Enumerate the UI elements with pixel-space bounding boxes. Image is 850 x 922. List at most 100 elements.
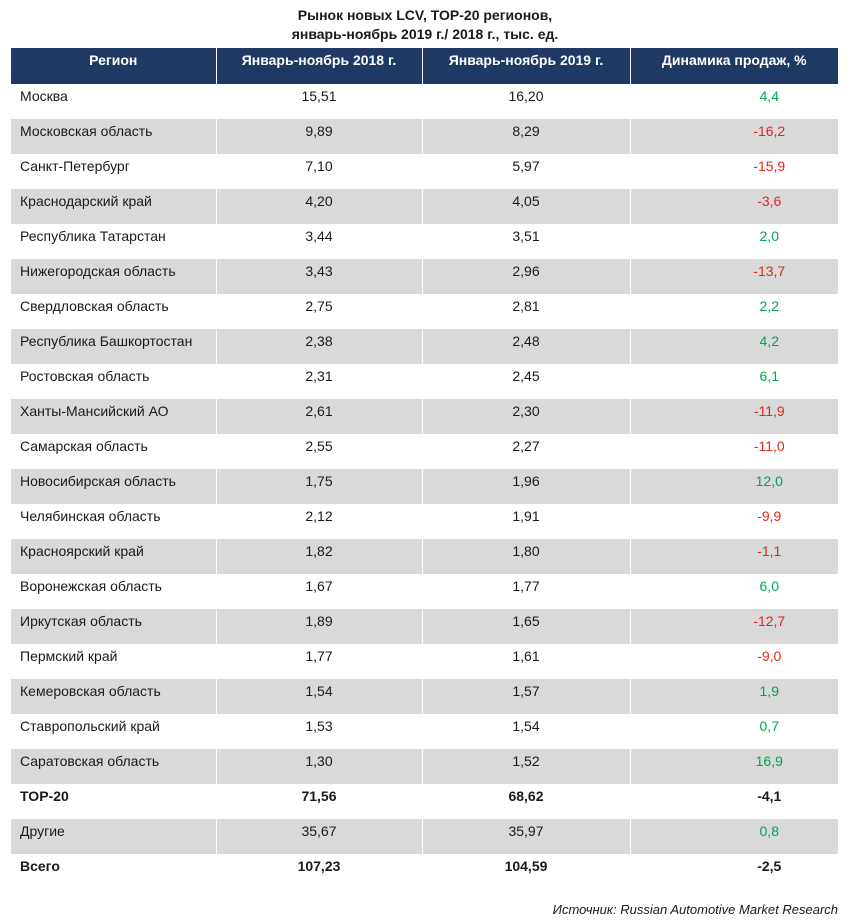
table-row: Пермский край 1,77 1,61 -9,0: [11, 644, 838, 679]
cell-region: Воронежская область: [20, 578, 162, 594]
cell-region: Иркутская область: [11, 609, 216, 644]
cell-2018: 71,56: [215, 784, 422, 819]
table-row: Ростовская область 2,31 2,45 6,1: [11, 364, 838, 399]
table-row: Свердловская область 2,75 2,81 2,2: [11, 294, 838, 329]
table-title: Рынок новых LCV, TOP-20 регионов, январь…: [0, 6, 850, 44]
cell-2018: 4,20: [215, 189, 422, 224]
table-row: TOP-20 71,56 68,62 -4,1: [11, 784, 838, 819]
cell-2019: 1,57: [421, 679, 630, 714]
cell-2019: 1,65: [421, 609, 630, 644]
cell-dynamics: 2,2: [629, 294, 838, 329]
cell-dynamics: -16,2: [629, 119, 838, 154]
cell-2018: 2,75: [215, 294, 422, 329]
cell-region: Пермский край: [20, 648, 118, 664]
cell-2019: 1,91: [421, 504, 630, 539]
cell-region: Московская область: [11, 119, 216, 154]
cell-dynamics: -4,1: [629, 784, 838, 819]
table-row: Кемеровская область 1,54 1,57 1,9: [11, 679, 838, 714]
cell-2019: 1,77: [421, 574, 630, 609]
cell-2019: 1,61: [421, 644, 630, 679]
header-2019: Январь-ноябрь 2019 г.: [421, 48, 630, 84]
header-dynamics: Динамика продаж, %: [629, 48, 838, 84]
cell-dynamics: -12,7: [629, 609, 838, 644]
cell-2019: 68,62: [421, 784, 630, 819]
cell-region: Ханты-Мансийский АО: [11, 399, 216, 434]
cell-2018: 1,82: [215, 539, 422, 574]
cell-2018: 1,54: [215, 679, 422, 714]
cell-region: Ставропольский край: [20, 718, 160, 734]
cell-2018: 7,10: [215, 154, 422, 189]
cell-dynamics: -15,9: [629, 154, 838, 189]
regions-table: Регион Январь-ноябрь 2018 г. Январь-нояб…: [11, 48, 838, 889]
cell-region: Новосибирская область: [11, 469, 216, 504]
table-row: Республика Башкортостан 2,38 2,48 4,2: [11, 329, 838, 364]
cell-dynamics: 16,9: [629, 749, 838, 784]
table-row: Москва 15,51 16,20 4,4: [11, 84, 838, 119]
cell-2018: 1,75: [215, 469, 422, 504]
table-row: Всего 107,23 104,59 -2,5: [11, 854, 838, 889]
cell-2018: 3,44: [215, 224, 422, 259]
cell-2018: 1,77: [215, 644, 422, 679]
table-row: Иркутская область 1,89 1,65 -12,7: [11, 609, 838, 644]
cell-region: Самарская область: [20, 438, 148, 454]
cell-2019: 1,54: [421, 714, 630, 749]
cell-2019: 2,48: [421, 329, 630, 364]
cell-region: Санкт-Петербург: [20, 158, 130, 174]
cell-2019: 35,97: [421, 819, 630, 854]
cell-dynamics: 4,4: [629, 84, 838, 119]
title-line-2: январь-ноябрь 2019 г./ 2018 г., тыс. ед.: [291, 26, 559, 42]
cell-dynamics: 4,2: [629, 329, 838, 364]
table-body: Москва 15,51 16,20 4,4 Московская область 9,8…: [11, 84, 838, 889]
table-row: Красноярский край 1,82 1,80 -1,1: [11, 539, 838, 574]
cell-region: Краснодарский край: [11, 189, 216, 224]
cell-region: Нижегородская область: [11, 259, 216, 294]
cell-region: Саратовская область: [11, 749, 216, 784]
cell-2018: 2,12: [215, 504, 422, 539]
cell-2019: 4,05: [421, 189, 630, 224]
source-label: Источник:: [552, 902, 617, 917]
cell-2019: 16,20: [421, 84, 630, 119]
cell-dynamics: 6,1: [629, 364, 838, 399]
cell-2018: 1,53: [215, 714, 422, 749]
cell-2018: 2,38: [215, 329, 422, 364]
cell-dynamics: -13,7: [629, 259, 838, 294]
cell-dynamics: -3,6: [629, 189, 838, 224]
table-row: Самарская область 2,55 2,27 -11,0: [11, 434, 838, 469]
header-region: Регион: [11, 48, 216, 84]
cell-2018: 9,89: [215, 119, 422, 154]
cell-region: Всего: [20, 858, 60, 874]
cell-2019: 8,29: [421, 119, 630, 154]
cell-2018: 2,31: [215, 364, 422, 399]
table-row: Ханты-Мансийский АО 2,61 2,30 -11,9: [11, 399, 838, 434]
cell-2019: 1,96: [421, 469, 630, 504]
title-line-1: Рынок новых LCV, TOP-20 регионов,: [297, 7, 553, 23]
table-row: Новосибирская область 1,75 1,96 12,0: [11, 469, 838, 504]
cell-region: Челябинская область: [20, 508, 161, 524]
cell-dynamics: 2,0: [629, 224, 838, 259]
cell-2018: 2,61: [215, 399, 422, 434]
table-row: Воронежская область 1,67 1,77 6,0: [11, 574, 838, 609]
table-row: Другие 35,67 35,97 0,8: [11, 819, 838, 854]
source-value: Russian Automotive Market Research: [620, 902, 838, 917]
cell-dynamics: -11,0: [629, 434, 838, 469]
cell-dynamics: 0,8: [629, 819, 838, 854]
cell-2019: 104,59: [421, 854, 630, 889]
cell-dynamics: 6,0: [629, 574, 838, 609]
cell-2018: 1,67: [215, 574, 422, 609]
cell-region: Республика Татарстан: [20, 228, 166, 244]
table-row: Челябинская область 2,12 1,91 -9,9: [11, 504, 838, 539]
cell-2018: 35,67: [215, 819, 422, 854]
cell-2019: 3,51: [421, 224, 630, 259]
table-row: Ставропольский край 1,53 1,54 0,7: [11, 714, 838, 749]
cell-2019: 5,97: [421, 154, 630, 189]
table-row: Санкт-Петербург 7,10 5,97 -15,9: [11, 154, 838, 189]
source-note: Источник: Russian Automotive Market Rese…: [553, 902, 838, 917]
cell-dynamics: 0,7: [629, 714, 838, 749]
cell-dynamics: -11,9: [629, 399, 838, 434]
cell-2019: 2,30: [421, 399, 630, 434]
cell-2019: 2,45: [421, 364, 630, 399]
cell-2019: 2,96: [421, 259, 630, 294]
table-row: Нижегородская область 3,43 2,96 -13,7: [11, 259, 838, 294]
cell-region: Красноярский край: [11, 539, 216, 574]
cell-region: TOP-20: [20, 788, 69, 804]
